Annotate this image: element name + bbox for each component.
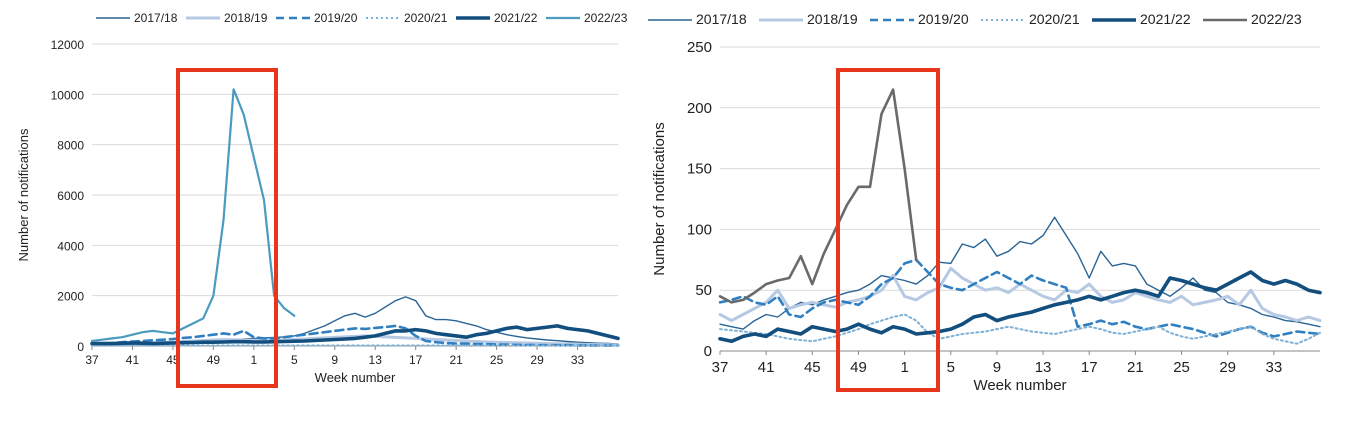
left-legend-label: 2021/22 (494, 11, 538, 25)
left-y-tick-label: 2000 (57, 290, 84, 304)
left-x-tick-label: 13 (369, 353, 383, 367)
left-x-tick-label: 37 (85, 353, 99, 367)
right-series-line-2020-21 (719, 313, 1321, 345)
left-x-tick-label: 5 (291, 353, 298, 367)
right-x-tick-label: 21 (1127, 359, 1144, 376)
right-x-tick-label: 25 (1173, 359, 1190, 376)
right-y-tick-label: 0 (704, 343, 712, 360)
left-x-tick-label: 41 (126, 353, 140, 367)
left-legend-label: 2019/20 (314, 11, 358, 25)
right-x-tick-label: 49 (850, 359, 867, 376)
left-highlight-box (176, 68, 278, 388)
right-legend-label: 2019/20 (918, 11, 969, 27)
right-x-tick-label: 1 (900, 359, 908, 376)
right-y-tick-label: 200 (687, 100, 712, 117)
right-legend-label: 2017/18 (696, 11, 747, 27)
right-legend-label: 2018/19 (807, 11, 858, 27)
left-y-tick-label: 4000 (57, 239, 84, 253)
right-y-axis-label: Number of notifications (651, 122, 668, 275)
left-x-tick-label: 17 (409, 353, 423, 367)
left-x-tick-label: 21 (449, 353, 463, 367)
right-x-tick-label: 37 (712, 359, 729, 376)
right-y-tick-label: 150 (687, 161, 712, 178)
left-y-axis-label: Number of notifications (16, 128, 31, 261)
left-legend-label: 2020/21 (404, 11, 448, 25)
right-x-tick-label: 29 (1219, 359, 1236, 376)
left-x-tick-label: 25 (490, 353, 504, 367)
right-series-line-2021-22 (718, 270, 1322, 344)
left-x-tick-label: 1 (251, 353, 258, 367)
chart-panel-right: 0 50 100 150 200 250 37 41 45 49 1 5 9 13 17 21 25 29 33 We… (640, 0, 1358, 422)
right-x-tick-label: 5 (947, 359, 955, 376)
right-x-tick-label: 45 (804, 359, 821, 376)
left-series-line-2022-23 (90, 88, 296, 343)
right-legend-label: 2021/22 (1140, 11, 1191, 27)
right-x-tick-label: 9 (993, 359, 1001, 376)
left-y-tick-label: 10000 (51, 88, 85, 102)
right-series-line-2022-23 (718, 88, 918, 304)
right-x-tick-label: 41 (758, 359, 775, 376)
right-series-line-2019-20 (718, 258, 1322, 338)
left-series-line-2019-20 (90, 324, 620, 347)
left-y-tick-label: 8000 (57, 139, 84, 153)
left-x-tick-label: 9 (331, 353, 338, 367)
left-x-tick-label: 29 (530, 353, 544, 367)
right-x-tick-label: 33 (1266, 359, 1283, 376)
left-legend-label: 2022/23 (584, 11, 628, 25)
right-x-axis-label: Week number (973, 377, 1066, 394)
right-series-line-2017-18 (719, 216, 1321, 330)
left-y-tick-label: 6000 (57, 189, 84, 203)
right-x-tick-label: 13 (1035, 359, 1052, 376)
right-legend-label: 2022/23 (1251, 11, 1302, 27)
left-x-tick-label: 33 (571, 353, 585, 367)
left-legend-label: 2018/19 (224, 11, 268, 25)
left-y-tick-label: 0 (77, 340, 84, 354)
right-y-tick-label: 250 (687, 39, 712, 56)
left-x-axis-label: Week number (315, 370, 396, 385)
chart-panel-left: 0 2000 4000 6000 8000 10000 12000 37 41 45 49 1 5 9 13… (0, 0, 640, 422)
right-legend-label: 2020/21 (1029, 11, 1080, 27)
chart-right-svg: 0 50 100 150 200 250 37 41 45 49 1 5 9 13 17 21 25 29 33 We… (648, 11, 1322, 394)
right-x-tick-label: 17 (1081, 359, 1098, 376)
right-y-tick-label: 100 (687, 221, 712, 238)
left-legend-label: 2017/18 (134, 11, 178, 25)
left-y-tick-label: 12000 (51, 38, 85, 52)
left-x-tick-label: 49 (207, 353, 221, 367)
right-y-tick-label: 50 (695, 282, 712, 299)
right-highlight-box (836, 68, 940, 392)
